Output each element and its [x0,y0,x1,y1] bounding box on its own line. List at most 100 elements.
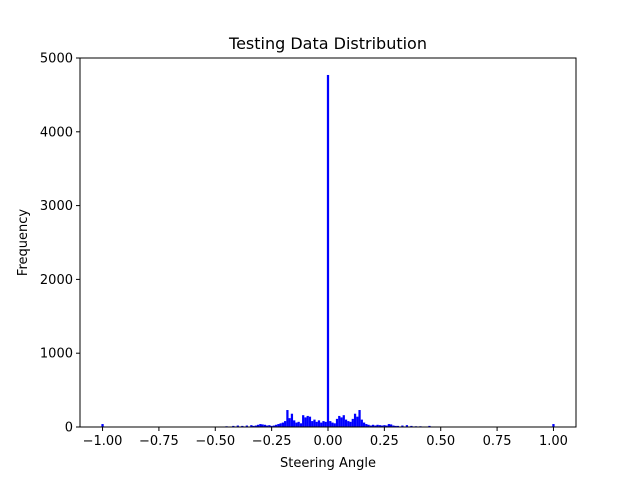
histogram-bar [252,425,255,427]
histogram-bar [295,422,298,427]
histogram-bar [245,425,248,427]
histogram-bar [288,418,291,427]
histogram-bar [390,424,393,427]
histogram-bar [281,422,285,427]
histogram-bar [277,424,280,427]
x-tick-label: 0.25 [370,434,399,449]
histogram-bar [365,424,368,427]
histogram-bar [347,421,350,427]
histogram-bar [306,415,309,427]
histogram-bar [279,423,282,427]
histogram-bar [317,420,321,427]
y-axis-label: Frequency [16,209,31,276]
histogram-bar [351,418,354,427]
histogram-bar [324,421,327,427]
histogram-bar [266,425,269,427]
histogram-bar [360,419,363,427]
x-tick-label: 0.00 [314,434,343,449]
histogram-bar [263,424,266,427]
histogram-bar [315,421,318,427]
histogram-bar [261,424,264,427]
histogram-bar [329,421,332,427]
histogram-bar [371,424,375,427]
histogram-bar [268,425,271,427]
x-tick-label: 0.50 [426,434,455,449]
histogram-bar [270,425,273,427]
histogram-bar [340,417,343,427]
y-tick-label: 2000 [40,273,73,288]
histogram-bar [275,424,278,427]
x-tick-label: 1.00 [539,434,568,449]
histogram-bar [101,424,104,427]
histogram-bar [326,74,330,427]
chart-title: Testing Data Distribution [228,34,427,53]
histogram-bar [552,424,555,427]
histogram-bar [241,425,244,427]
x-tick-label: 0.75 [483,434,512,449]
y-tick-label: 3000 [40,199,73,214]
y-axis-ticks: 0 1000 2000 3000 4000 5000 [40,52,80,436]
x-tick-label: −1.00 [83,434,123,449]
histogram-bar [320,422,323,427]
histogram-bar [335,418,339,427]
histogram-bar [272,425,276,427]
histogram-bar [293,420,296,427]
histogram-bar [380,425,384,427]
histogram-bar [232,425,235,427]
histogram-bar [358,410,361,427]
histogram-bar [308,416,312,427]
histogram-bar [297,421,300,427]
histogram-bar [349,421,352,427]
histogram-bar [374,425,377,427]
histogram-bar [376,424,379,427]
y-tick-label: 4000 [40,125,73,140]
histogram-bar [401,425,404,427]
histogram-bar [284,421,287,427]
histogram-bar [342,415,345,427]
histogram-bar [367,424,370,427]
histogram-bar [302,415,305,427]
histogram-bar [259,424,262,427]
histogram-bar [290,413,294,427]
histogram-bar [313,419,316,427]
histogram-bar [396,425,400,427]
bars-group [101,74,555,427]
histogram-bar [254,425,257,427]
histogram-bar [385,425,388,427]
histogram-bar [353,413,357,427]
histogram-bar [405,425,409,427]
y-tick-label: 0 [65,421,73,436]
histogram-bar [392,425,395,427]
histogram-bar [304,417,307,427]
histogram-bar [322,421,325,427]
histogram-bar [311,421,314,427]
histogram-bar [331,422,334,427]
histogram-bar [344,419,348,427]
x-axis-ticks: −1.00 −0.75 −0.50 −0.25 0.00 0.25 0.50 0.75 1.00 [83,427,568,449]
histogram-bar [256,424,260,427]
y-tick-label: 5000 [40,52,73,67]
histogram-bar [250,425,253,427]
histogram-bar [394,425,397,427]
histogram-bar [299,423,303,427]
histogram-bar [387,424,390,427]
histogram-bar [428,425,431,427]
histogram-bar [383,425,386,427]
histogram-bar [378,425,381,427]
histogram-bar [236,425,239,427]
y-tick-label: 1000 [40,347,73,362]
x-tick-label: −0.50 [195,434,235,449]
histogram-bar [369,425,372,427]
histogram-bar [362,422,366,427]
histogram-bar [356,416,359,427]
histogram-bar [338,415,341,427]
x-tick-label: −0.25 [252,434,292,449]
x-axis-label: Steering Angle [280,456,376,471]
histogram-bar [410,425,413,427]
histogram-bar [333,423,336,427]
histogram-bar [286,410,289,427]
x-tick-label: −0.75 [139,434,179,449]
